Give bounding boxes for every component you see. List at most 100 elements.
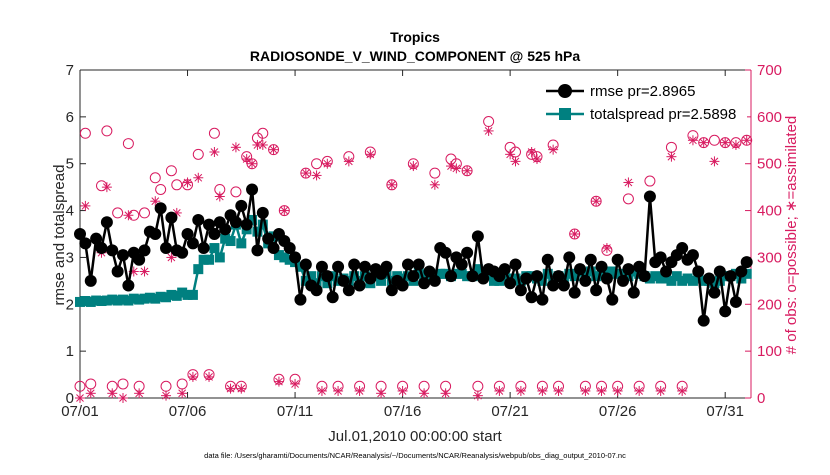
assimilated-obs-point [225,383,236,394]
assimilated-obs-point [666,151,677,162]
assimilated-obs-point [311,170,322,181]
assimilated-obs-point [408,161,419,172]
rmse-point [326,291,339,304]
assimilated-obs-point [247,158,258,169]
rmse-point [337,274,350,287]
totalspread-point [177,287,188,298]
totalspread-point [220,233,231,244]
totalspread-point [510,273,521,284]
rmse-point [461,246,474,259]
possible-obs-point [165,165,177,177]
rmse-point [713,265,726,278]
totalspread-point [236,238,247,249]
rmse-point [74,228,86,240]
rmse-point [520,272,533,285]
rmse-point [321,270,334,283]
totalspread-point [80,296,91,307]
totalspread-point [300,275,311,286]
assimilated-obs-point [257,139,268,150]
rmse-point [138,244,151,257]
assimilated-obs-point [472,390,483,401]
rmse-point [477,272,490,285]
y-tick-label: 5 [66,156,74,173]
totalspread-point [623,271,634,282]
rmse-point [600,272,613,285]
totalspread-point [537,275,548,286]
totalspread-point [161,292,172,303]
y-axis-label: rmse and totalspread [51,165,68,306]
totalspread-point [456,268,467,279]
rmse-point [192,213,205,226]
rmse-point [692,265,705,278]
rmse-point [407,270,420,283]
assimilated-obs-point [548,144,559,155]
assimilated-obs-point [161,390,172,401]
totalspread-point [252,226,263,237]
possible-obs-point [622,193,634,205]
totalspread-point [322,278,333,289]
rmse-point [294,293,307,306]
rmse-point [606,293,619,306]
rmse-point [541,253,554,266]
assimilated-obs-point [419,388,430,399]
legend: rmse pr=2.8965 totalspread pr=2.5898 [536,76,747,124]
assimilated-obs-point [316,385,327,396]
totalspread-point [123,295,134,306]
rmse-point [676,242,689,255]
assimilated-obs-point [655,385,666,396]
totalspread-point [279,252,290,263]
rmse-point [332,260,345,273]
rmse-point [165,211,178,224]
assimilated-obs-point [290,378,301,389]
legend-box [536,76,747,124]
totalspread-point [247,214,258,225]
assimilated-obs-point [322,158,333,169]
assimilated-obs-point [273,376,284,387]
totalspread-point [419,271,430,282]
rmse-point [267,242,280,255]
possible-obs-point [149,172,161,184]
totalspread-point [655,273,666,284]
rmse-point [396,279,409,292]
rmse-point [568,286,581,299]
assimilated-obs-point [177,388,188,399]
rmse-point [525,291,538,304]
totalspread-point [542,268,553,279]
totalspread-point [585,266,596,277]
possible-obs-point [230,186,242,198]
totalspread-point [144,292,155,303]
totalspread-point [677,275,688,286]
rmse-point [154,202,167,215]
assimilated-obs-point [204,371,215,382]
rmse-point [552,270,565,283]
y-right-tick-label: 0 [757,390,765,407]
assimilated-obs-point [612,385,623,396]
totalspread-point [214,252,225,263]
rmse-point [498,263,511,276]
rmse-point [622,263,635,276]
rmse-point [719,305,732,318]
totalspread-point [75,296,85,307]
y-right-tick-label: 200 [757,296,782,313]
rmse-point [100,216,113,229]
x-axis-label: Jul.01,2010 00:00:00 start [328,428,502,445]
totalspread-point [666,275,677,286]
chart-title: Tropics [390,29,440,45]
rmse-point [735,265,748,278]
rmse-point [315,260,328,273]
rmse-point [444,270,457,283]
possible-obs-point [112,207,124,219]
assimilated-obs-point [451,163,462,174]
assimilated-obs-point [107,388,118,399]
totalspread-point [714,275,725,286]
rmse-point [729,295,742,308]
y-right-tick-label: 400 [757,203,782,220]
assimilated-obs-point [85,388,96,399]
assimilated-obs-point [532,154,543,165]
assimilated-obs-point [354,385,365,396]
totalspread-point [118,294,129,305]
assimilated-obs-point [214,191,225,202]
rmse-point [348,258,361,271]
totalspread-point [591,271,602,282]
